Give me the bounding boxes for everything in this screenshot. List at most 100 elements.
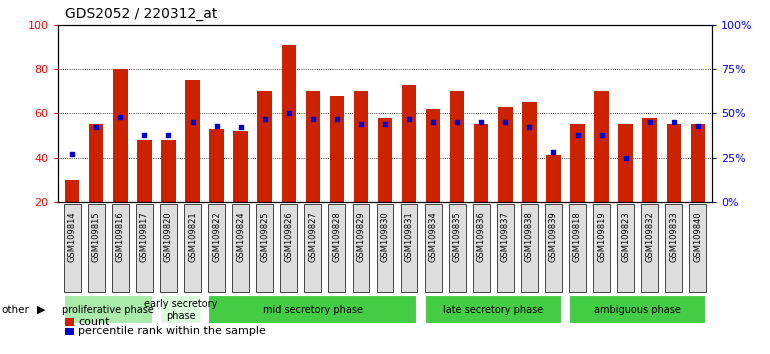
Text: GSM109825: GSM109825 xyxy=(260,211,269,262)
Text: GSM109829: GSM109829 xyxy=(357,211,366,262)
Text: mid secretory phase: mid secretory phase xyxy=(263,305,363,315)
Bar xyxy=(545,204,562,292)
Text: GSM109820: GSM109820 xyxy=(164,211,173,262)
Point xyxy=(186,119,199,125)
Text: GSM109816: GSM109816 xyxy=(116,211,125,262)
Text: count: count xyxy=(78,317,109,327)
Bar xyxy=(665,204,682,292)
Bar xyxy=(329,204,345,292)
Point xyxy=(403,116,415,121)
Point xyxy=(210,123,223,129)
Bar xyxy=(330,96,344,202)
Point xyxy=(595,132,608,137)
Bar xyxy=(569,295,706,324)
Bar xyxy=(546,155,561,202)
Point xyxy=(571,132,584,137)
Text: GSM109836: GSM109836 xyxy=(477,211,486,262)
Text: GSM109830: GSM109830 xyxy=(380,211,390,262)
Bar xyxy=(184,204,201,292)
Bar xyxy=(667,124,681,202)
Bar xyxy=(89,124,103,202)
Text: proliferative phase: proliferative phase xyxy=(62,305,154,315)
Bar xyxy=(208,295,417,324)
Bar xyxy=(280,204,297,292)
Point xyxy=(499,119,511,125)
Bar xyxy=(571,124,584,202)
Text: GSM109838: GSM109838 xyxy=(525,211,534,262)
Bar xyxy=(425,295,562,324)
Point xyxy=(330,116,343,121)
Bar xyxy=(400,204,417,292)
Bar xyxy=(112,204,129,292)
Text: percentile rank within the sample: percentile rank within the sample xyxy=(78,326,266,336)
Point xyxy=(644,119,656,125)
Text: GDS2052 / 220312_at: GDS2052 / 220312_at xyxy=(65,7,218,21)
Bar xyxy=(569,204,586,292)
Bar xyxy=(425,204,441,292)
Text: GSM109832: GSM109832 xyxy=(645,211,654,262)
Bar xyxy=(618,204,634,292)
Bar xyxy=(473,204,490,292)
Bar xyxy=(353,204,370,292)
Bar xyxy=(65,318,74,326)
Bar xyxy=(426,109,440,202)
Point xyxy=(66,151,79,157)
Bar xyxy=(233,204,249,292)
Bar xyxy=(474,124,488,202)
Bar xyxy=(136,204,152,292)
Text: GSM109824: GSM109824 xyxy=(236,211,245,262)
Point xyxy=(283,110,295,116)
Bar xyxy=(65,180,79,202)
Point xyxy=(668,119,680,125)
Bar xyxy=(689,204,706,292)
Point xyxy=(427,119,439,125)
Text: ambiguous phase: ambiguous phase xyxy=(594,305,681,315)
Bar xyxy=(641,204,658,292)
Bar xyxy=(521,204,537,292)
Bar xyxy=(593,204,610,292)
Text: GSM109823: GSM109823 xyxy=(621,211,630,262)
Text: GSM109822: GSM109822 xyxy=(212,211,221,262)
Bar xyxy=(113,69,128,202)
Bar xyxy=(65,327,74,335)
Point xyxy=(162,132,175,137)
Text: other: other xyxy=(2,305,29,315)
Bar xyxy=(186,80,199,202)
Text: GSM109837: GSM109837 xyxy=(500,211,510,262)
Text: GSM109817: GSM109817 xyxy=(140,211,149,262)
Bar xyxy=(160,295,201,324)
Text: GSM109833: GSM109833 xyxy=(669,211,678,262)
Point xyxy=(547,149,560,155)
Text: GSM109814: GSM109814 xyxy=(68,211,77,262)
Bar xyxy=(64,204,81,292)
Text: GSM109826: GSM109826 xyxy=(284,211,293,262)
Bar xyxy=(88,204,105,292)
Point xyxy=(306,116,319,121)
Point xyxy=(475,119,487,125)
Bar xyxy=(208,204,225,292)
Bar xyxy=(233,131,248,202)
Point xyxy=(139,132,151,137)
Bar xyxy=(160,204,177,292)
Bar xyxy=(304,204,321,292)
Bar xyxy=(618,124,633,202)
Text: GSM109835: GSM109835 xyxy=(453,211,462,262)
Bar xyxy=(691,124,705,202)
Bar xyxy=(64,295,152,324)
Point xyxy=(524,125,536,130)
Text: late secretory phase: late secretory phase xyxy=(444,305,544,315)
Bar xyxy=(209,129,224,202)
Bar xyxy=(377,204,393,292)
Bar xyxy=(498,107,513,202)
Text: GSM109834: GSM109834 xyxy=(429,211,437,262)
Text: GSM109827: GSM109827 xyxy=(308,211,317,262)
Text: GSM109819: GSM109819 xyxy=(597,211,606,262)
Bar xyxy=(353,91,368,202)
Bar xyxy=(306,91,320,202)
Point xyxy=(114,114,126,120)
Point xyxy=(619,155,631,160)
Bar xyxy=(522,102,537,202)
Point xyxy=(259,116,271,121)
Text: GSM109818: GSM109818 xyxy=(573,211,582,262)
Point xyxy=(90,125,102,130)
